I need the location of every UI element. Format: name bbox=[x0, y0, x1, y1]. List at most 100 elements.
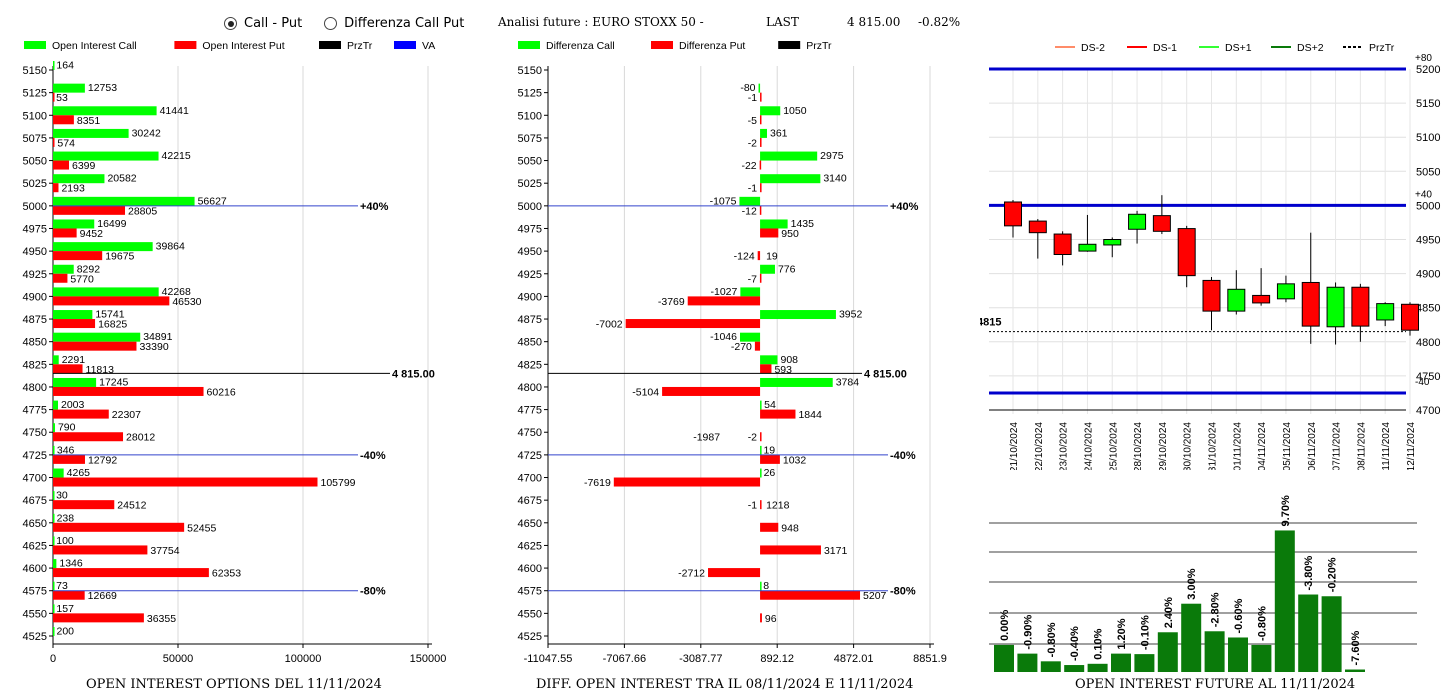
bar-put bbox=[760, 92, 762, 102]
radio-differenza[interactable] bbox=[324, 17, 338, 30]
bar-call bbox=[760, 468, 762, 478]
radio-call-put-label[interactable]: Call - Put bbox=[244, 16, 303, 31]
bar-put bbox=[708, 568, 761, 578]
y-tick-label: 4600 bbox=[23, 563, 47, 575]
bar-put-label: -2712 bbox=[678, 568, 705, 580]
bar-put bbox=[53, 409, 109, 419]
candlestick-chart: DS-2 DS-1 DS+1 DS+2 PrzTr 5200 5150 5100 5050 500… bbox=[980, 42, 1440, 470]
bar-call-label: 56627 bbox=[198, 195, 227, 207]
bar-put bbox=[760, 522, 779, 532]
bar-put bbox=[53, 205, 126, 215]
y-tick-label: 4950 bbox=[1416, 235, 1440, 247]
bar-call-label: 776 bbox=[778, 263, 796, 275]
y-tick-label: 4850 bbox=[1416, 303, 1440, 315]
bar-put bbox=[760, 364, 772, 374]
level-label: +40 bbox=[1415, 189, 1432, 200]
bar-put bbox=[53, 319, 96, 329]
bar-put-label: -3769 bbox=[658, 296, 685, 308]
future-bar-label: 2.40% bbox=[1163, 597, 1175, 628]
y-tick-label: 4750 bbox=[23, 427, 47, 439]
y-tick-label: 5100 bbox=[1416, 132, 1440, 144]
radio-call-put[interactable] bbox=[224, 17, 237, 30]
y-tick-label: 4900 bbox=[1416, 269, 1440, 281]
bar-call bbox=[53, 355, 59, 365]
x-tick-label: 4872.01 bbox=[834, 653, 874, 665]
x-tick-label: 29/10/2024 bbox=[1158, 422, 1169, 470]
x-tick-label: 8851.9 bbox=[913, 653, 947, 665]
bar-call bbox=[739, 196, 761, 206]
future-bar-label: 3.00% bbox=[1186, 568, 1198, 599]
bar-call bbox=[53, 423, 55, 433]
future-bar-label: -0.20% bbox=[1327, 557, 1339, 592]
bar-put bbox=[760, 137, 762, 147]
bar-put-label: 5207 bbox=[863, 590, 887, 602]
bar-put bbox=[53, 477, 318, 487]
future-bar-label: 0.10% bbox=[1093, 628, 1105, 659]
legend-label: Open Interest Call bbox=[52, 40, 137, 52]
reference-label: -40% bbox=[360, 450, 386, 462]
y-tick-label: 5050 bbox=[23, 156, 47, 168]
price-label: 4 815.00 bbox=[392, 368, 435, 380]
bar-call bbox=[760, 219, 788, 229]
bar-put bbox=[53, 273, 68, 283]
y-tick-label: 4525 bbox=[518, 631, 542, 643]
legend-label: PrzTr bbox=[1369, 42, 1395, 54]
bar-call-label: 39864 bbox=[156, 241, 185, 253]
y-tick-label: 5050 bbox=[518, 156, 542, 168]
bar-call-label: 12753 bbox=[88, 82, 117, 94]
future-bar-label: -0.40% bbox=[1069, 626, 1081, 661]
y-tick-label: 4900 bbox=[518, 291, 542, 303]
oi-options-chart: Open Interest Call Open Interest Put PrzTr… bbox=[23, 40, 447, 665]
bar-put bbox=[759, 115, 762, 125]
bar-put bbox=[53, 613, 144, 623]
y-tick-label: 5100 bbox=[518, 110, 542, 122]
bar-call-label: 34891 bbox=[143, 331, 172, 343]
bar-put bbox=[53, 432, 124, 442]
bar-put bbox=[760, 500, 762, 510]
bar-call-label: 1050 bbox=[783, 105, 807, 117]
y-tick-label: 5075 bbox=[518, 133, 542, 145]
future-bar bbox=[1345, 669, 1365, 672]
bar-put-label: 2193 bbox=[61, 183, 85, 195]
bar-put-label: -5 bbox=[748, 115, 757, 127]
legend-label: PrzTr bbox=[347, 40, 373, 52]
bar-put bbox=[759, 160, 762, 170]
oi-diff-chart: Differenza Call Differenza Put PrzTr 5150 51… bbox=[518, 40, 947, 665]
y-tick-label: 5000 bbox=[1416, 200, 1440, 212]
bar-put-label: 24512 bbox=[117, 500, 146, 512]
bar-call-label: 26 bbox=[764, 467, 776, 479]
bar-put bbox=[754, 341, 761, 351]
bar-call bbox=[53, 513, 55, 523]
legend-label: Differenza Call bbox=[546, 40, 615, 52]
bar-put-label: 96 bbox=[765, 613, 777, 625]
bar-put bbox=[759, 205, 762, 215]
bar-call bbox=[760, 310, 836, 320]
y-tick-label: 5150 bbox=[518, 65, 542, 77]
radio-differenza-label[interactable]: Differenza Call Put bbox=[344, 16, 465, 31]
bar-put bbox=[53, 160, 69, 170]
last-label: LAST bbox=[766, 15, 799, 29]
bar-extra-label: 19 bbox=[766, 251, 778, 263]
bar-put bbox=[53, 568, 209, 578]
future-bar bbox=[1321, 596, 1342, 672]
y-tick-label: 4625 bbox=[23, 540, 47, 552]
y-tick-label: 4925 bbox=[23, 269, 47, 281]
x-tick-label: 07/11/2024 bbox=[1332, 422, 1343, 470]
bar-call-label: 908 bbox=[781, 354, 799, 366]
bar-call-label: 41441 bbox=[160, 105, 189, 117]
legend-label: Open Interest Put bbox=[202, 40, 284, 52]
y-tick-label: 4950 bbox=[23, 246, 47, 258]
y-tick-label: 4775 bbox=[23, 405, 47, 417]
bar-call bbox=[53, 128, 129, 138]
bar-put-label: -5104 bbox=[632, 386, 659, 398]
candle-body bbox=[1376, 303, 1395, 321]
bar-put-label: 36355 bbox=[147, 613, 176, 625]
y-tick-label: 4675 bbox=[23, 495, 47, 507]
oi-future-chart: 0.00% -0.90% -0.80% -0.40% 0.10% 1.20% -0.10% 2… bbox=[989, 495, 1417, 672]
y-tick-label: 5025 bbox=[518, 178, 542, 190]
y-tick-label: 5000 bbox=[518, 201, 542, 213]
price-label: 4 815.00 bbox=[864, 368, 907, 380]
bar-put bbox=[760, 183, 762, 193]
future-bar bbox=[1111, 653, 1131, 672]
legend-swatch bbox=[778, 41, 801, 49]
